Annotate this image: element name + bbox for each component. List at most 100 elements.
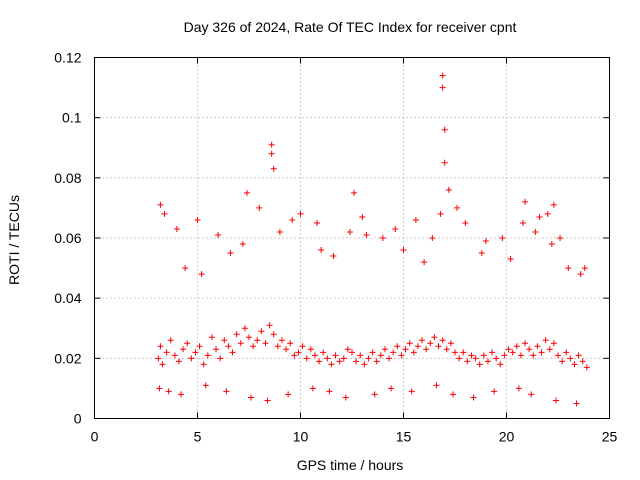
x-axis-label: GPS time / hours [297,457,404,473]
roti-point [196,343,203,350]
roti-point [371,391,378,398]
roti-point [484,358,491,365]
roti-point [456,355,463,362]
roti-point [204,352,211,359]
roti-point [274,343,281,350]
roti-point [532,228,539,235]
roti-point [268,150,275,157]
roti-point [163,349,170,356]
roti-point [567,355,574,362]
x-tick-label: 5 [194,429,202,445]
roti-point [165,388,172,395]
roti-point [388,385,395,392]
roti-point [320,349,327,356]
roti-point [513,343,520,350]
roti-point [491,388,498,395]
roti-point [575,352,582,359]
roti-point [468,352,475,359]
roti-point [161,210,168,217]
roti-point [221,337,228,344]
grid-lines [94,57,610,419]
roti-point [410,349,417,356]
roti-point [470,394,477,401]
x-tick-label: 15 [396,429,412,445]
roti-point [390,349,397,356]
roti-point [462,219,469,226]
roti-point [365,355,372,362]
roti-point [423,346,430,353]
roti-point [581,265,588,272]
roti-point [392,225,399,232]
roti-point [449,391,456,398]
roti-point [250,343,257,350]
roti-point [258,328,265,335]
roti-point [194,216,201,223]
roti-point [386,355,393,362]
roti-point [264,397,271,404]
roti-point [344,346,351,353]
roti-point [517,352,524,359]
roti-point [198,271,205,278]
roti-point [157,343,164,350]
roti-point [452,349,458,356]
roti-point [472,355,479,362]
roti-point [363,231,370,238]
roti-point [200,361,207,368]
roti-point [373,358,380,365]
plot-frame [94,57,610,419]
roti-point [437,210,444,217]
roti-point [534,343,541,350]
roti-point [213,346,220,353]
roti-point [394,343,401,350]
roti-point [173,225,180,232]
roti-point [577,271,584,278]
roti-point [285,391,292,398]
roti-point [283,346,290,353]
roti-point [318,247,325,254]
y-tick-label: 0.04 [54,290,81,306]
roti-point [571,361,578,368]
roti-point [435,343,442,350]
roti-point [433,382,440,389]
roti-point [270,165,277,172]
roti-point [156,385,163,392]
roti-point [351,189,358,196]
roti-point [254,337,261,344]
y-tick-label: 0.06 [54,230,81,246]
roti-point [505,346,512,353]
roti-point [583,364,590,371]
roti-point [359,213,366,220]
roti-point [192,349,199,356]
roti-point [266,322,273,329]
y-axis-tick-labels: 0 0.02 0.04 0.06 0.08 0.1 0.12 [54,50,81,427]
x-axis-tick-labels: 0 5 10 15 20 25 [91,429,618,445]
roti-point [270,331,277,338]
roti-point [548,241,555,248]
roti-point [155,355,162,362]
roti-point [400,247,407,254]
roti-point [447,340,454,347]
roti-point [377,352,384,359]
roti-point [353,358,360,365]
roti-point [223,388,230,395]
roti-point [262,340,269,347]
roti-point [552,397,559,404]
roti-point [555,352,561,359]
roti-point [412,216,419,223]
roti-point [522,340,529,347]
roti-point [550,201,557,208]
roti-point [443,346,450,353]
x-tick-label: 0 [91,429,99,445]
roti-point [326,388,333,395]
roti-point [243,189,250,196]
roti-point [408,388,415,395]
data-points [155,72,590,407]
y-tick-label: 0.12 [54,50,81,66]
chart-title: Day 326 of 2024, Rate Of TEC Index for r… [184,19,517,35]
roti-point [309,385,316,392]
roti-point [225,343,232,350]
roti-point [427,340,434,347]
roti-point [538,349,545,356]
roti-point [557,235,564,241]
roti-point [246,334,252,341]
